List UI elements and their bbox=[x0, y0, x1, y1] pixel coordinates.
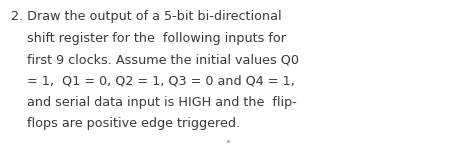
Text: first 9 clocks. Assume the initial values Q0: first 9 clocks. Assume the initial value… bbox=[11, 53, 299, 66]
Text: = 1,  Q1 = 0, Q2 = 1, Q3 = 0 and Q4 = 1,: = 1, Q1 = 0, Q2 = 1, Q3 = 0 and Q4 = 1, bbox=[11, 75, 294, 88]
Text: and serial data input is HIGH and the  flip-: and serial data input is HIGH and the fl… bbox=[11, 96, 297, 109]
Text: shift register for the  following inputs for: shift register for the following inputs … bbox=[11, 32, 286, 45]
Text: flops are positive edge triggered.: flops are positive edge triggered. bbox=[11, 117, 240, 130]
Text: 2. Draw the output of a 5-bit bi-directional: 2. Draw the output of a 5-bit bi-directi… bbox=[11, 10, 281, 23]
